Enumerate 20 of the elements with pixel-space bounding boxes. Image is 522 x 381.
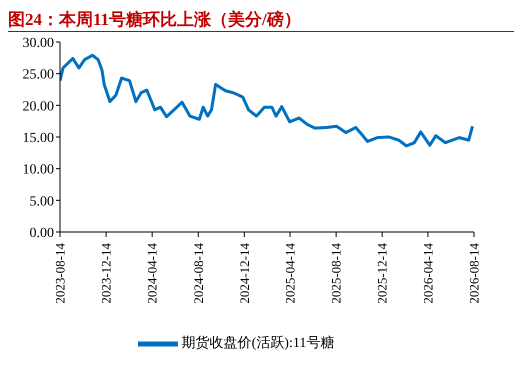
- x-tick-label: 2023-12-14: [98, 242, 114, 304]
- legend-label: 期货收盘价(活跃):11号糖: [182, 336, 334, 352]
- chart-title: 图24：本周11号糖环比上涨（美分/磅）: [8, 8, 514, 32]
- x-tick-label: 2024-12-14: [236, 242, 252, 304]
- y-tick-label: 10.00: [22, 162, 54, 178]
- x-tick-label: 2025-12-14: [374, 242, 390, 304]
- x-tick-label: 2026-08-14: [466, 242, 482, 304]
- x-tick-label: 2024-04-14: [144, 242, 160, 304]
- y-tick-label: 30.00: [22, 36, 54, 51]
- y-tick-label: 15.00: [22, 130, 54, 146]
- x-tick-label: 2025-04-14: [282, 242, 298, 304]
- y-tick-label: 0.00: [30, 226, 54, 241]
- x-tick-label: 2025-08-14: [328, 242, 344, 304]
- x-tick-label: 2026-04-14: [420, 242, 436, 304]
- x-tick-label: 2024-08-14: [190, 242, 206, 304]
- y-tick-label: 20.00: [22, 99, 54, 114]
- y-tick-label: 5.00: [30, 194, 54, 210]
- line-series: [60, 54, 474, 148]
- y-tick-label: 25.00: [22, 68, 54, 83]
- x-tick-label: 2023-08-14: [52, 242, 68, 304]
